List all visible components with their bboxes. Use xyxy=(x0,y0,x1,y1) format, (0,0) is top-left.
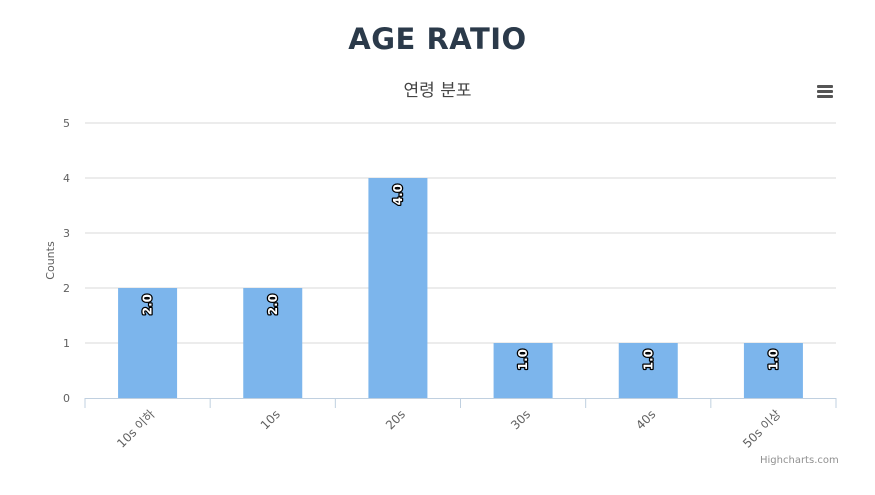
y-tick-label: 3 xyxy=(63,227,70,240)
x-tick-label: 40s xyxy=(633,407,658,432)
x-tick-label: 10s 이하 xyxy=(114,407,157,450)
data-label: 2.0 xyxy=(266,294,280,315)
credits-link[interactable]: Highcharts.com xyxy=(760,455,839,466)
y-axis-title: Counts xyxy=(44,241,57,280)
data-label: 1.0 xyxy=(641,349,655,370)
x-tick-label: 20s xyxy=(383,407,408,432)
x-tick-label: 30s xyxy=(508,407,533,432)
y-tick-label: 5 xyxy=(63,117,70,130)
y-tick-label: 2 xyxy=(63,282,70,295)
y-tick-label: 1 xyxy=(63,337,70,350)
data-label: 1.0 xyxy=(516,349,530,370)
bar xyxy=(368,178,427,398)
x-tick-label: 50s 이상 xyxy=(740,407,783,450)
data-label: 1.0 xyxy=(766,349,780,370)
data-label: 4.0 xyxy=(391,184,405,205)
y-tick-label: 0 xyxy=(63,392,70,405)
y-tick-label: 4 xyxy=(63,172,70,185)
data-label: 2.0 xyxy=(141,294,155,315)
x-tick-label: 10s xyxy=(258,407,283,432)
